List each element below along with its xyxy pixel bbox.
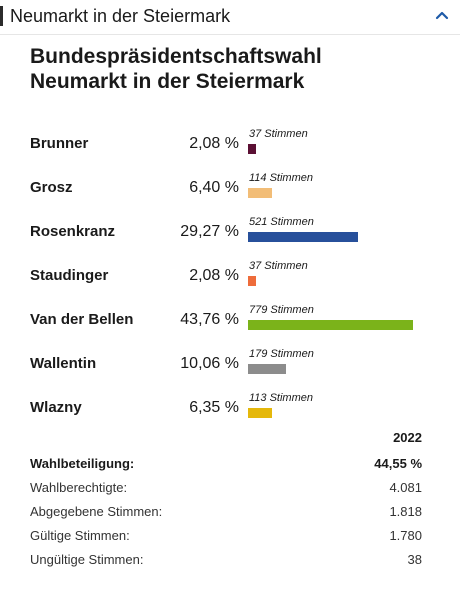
candidate-row: Wallentin 10,06 % 179 Stimmen [0, 344, 460, 388]
candidate-percent: 10,06 % [180, 355, 239, 372]
candidate-votes: 37 Stimmen [249, 260, 308, 272]
candidate-name: Brunner [30, 135, 89, 152]
candidate-percent: 2,08 % [189, 267, 239, 284]
year-header: 2022 [393, 430, 422, 445]
stat-label: Wahlbeteiligung: [30, 456, 135, 471]
accordion-header[interactable]: Neumarkt in der Steiermark [0, 0, 460, 35]
candidate-name: Van der Bellen [30, 311, 134, 328]
chevron-up-icon[interactable] [434, 8, 450, 22]
stat-label: Abgegebene Stimmen: [30, 504, 163, 519]
candidate-row: Brunner 2,08 % 37 Stimmen [0, 124, 460, 168]
accordion-title: Neumarkt in der Steiermark [10, 6, 231, 26]
candidate-bar [248, 276, 256, 286]
page-title: Bundespräsidentschaftswahl Neumarkt in d… [30, 44, 450, 94]
candidate-votes: 37 Stimmen [249, 128, 308, 140]
stat-value: 1.780 [389, 528, 422, 543]
candidate-percent: 43,76 % [180, 311, 239, 328]
candidate-percent: 6,35 % [189, 399, 239, 416]
candidate-bar [248, 144, 256, 154]
candidate-row: Van der Bellen 43,76 % 779 Stimmen [0, 300, 460, 344]
candidate-bar [248, 364, 286, 374]
candidate-votes: 779 Stimmen [249, 304, 314, 316]
candidate-votes: 114 Stimmen [249, 172, 313, 184]
title-line-2: Neumarkt in der Steiermark [30, 70, 305, 93]
stat-row-eligible: Wahlberechtigte: 4.081 [30, 480, 422, 502]
title-line-1: Bundespräsidentschaftswahl [30, 45, 322, 68]
candidate-name: Wallentin [30, 355, 97, 372]
stat-value: 4.081 [389, 480, 422, 495]
stat-label: Gültige Stimmen: [30, 528, 130, 543]
stat-row-valid: Gültige Stimmen: 1.780 [30, 528, 422, 550]
stat-row-invalid: Ungültige Stimmen: 38 [30, 552, 422, 574]
candidate-row: Rosenkranz 29,27 % 521 Stimmen [0, 212, 460, 256]
stat-row-cast: Abgegebene Stimmen: 1.818 [30, 504, 422, 526]
candidate-row: Staudinger 2,08 % 37 Stimmen [0, 256, 460, 300]
stat-value: 38 [407, 552, 422, 567]
candidate-name: Staudinger [30, 267, 109, 284]
candidate-percent: 6,40 % [189, 179, 239, 196]
candidate-row: Wlazny 6,35 % 113 Stimmen [0, 388, 460, 432]
candidate-bar [248, 232, 358, 242]
candidate-row: Grosz 6,40 % 114 Stimmen [0, 168, 460, 212]
stat-value: 1.818 [389, 504, 422, 519]
stat-value: 44,55 % [374, 456, 422, 471]
candidate-percent: 29,27 % [180, 223, 239, 240]
candidate-votes: 179 Stimmen [249, 348, 314, 360]
candidate-bar [248, 188, 272, 198]
candidate-votes: 521 Stimmen [249, 216, 314, 228]
stat-label: Wahlberechtigte: [30, 480, 128, 495]
stat-label: Ungültige Stimmen: [30, 552, 144, 567]
candidate-name: Wlazny [30, 399, 82, 416]
candidate-name: Rosenkranz [30, 223, 116, 240]
candidate-bar [248, 320, 413, 330]
candidate-percent: 2,08 % [189, 135, 239, 152]
stat-row-turnout: Wahlbeteiligung: 44,55 % [30, 456, 422, 478]
accordion-marker [0, 6, 3, 26]
candidate-votes: 113 Stimmen [249, 392, 313, 404]
candidate-name: Grosz [30, 179, 73, 196]
candidate-bar [248, 408, 272, 418]
